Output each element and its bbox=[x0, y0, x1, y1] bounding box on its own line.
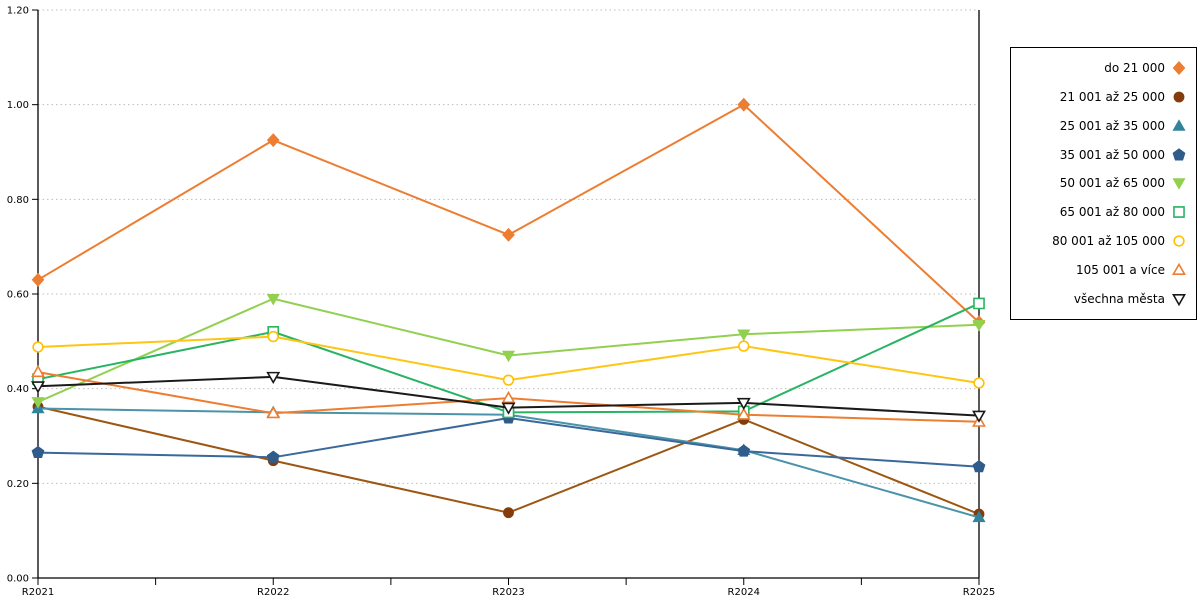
data-point-marker bbox=[1172, 118, 1186, 131]
data-point-marker bbox=[1172, 294, 1186, 307]
data-point-marker bbox=[266, 406, 281, 419]
legend-marker-icon bbox=[1172, 147, 1186, 161]
data-point-marker bbox=[1173, 206, 1185, 219]
legend-item: všechna města bbox=[1017, 286, 1188, 312]
legend-marker-icon bbox=[1173, 206, 1185, 219]
data-point-marker bbox=[1173, 235, 1185, 247]
legend-marker-icon bbox=[1172, 178, 1186, 191]
legend-item: 105 001 a více bbox=[1017, 257, 1188, 283]
data-point-marker bbox=[972, 510, 986, 523]
data-point-marker bbox=[1172, 60, 1186, 75]
x-tick-label: R2021 bbox=[22, 587, 54, 598]
y-tick-label: 1.00 bbox=[7, 100, 29, 111]
data-point-marker bbox=[31, 364, 45, 378]
data-point-marker bbox=[266, 293, 280, 306]
data-point-marker bbox=[502, 374, 515, 386]
data-point-marker bbox=[737, 444, 751, 457]
data-point-marker bbox=[736, 407, 751, 420]
data-point-marker bbox=[502, 227, 515, 242]
legend-item-label: do 21 000 bbox=[1104, 60, 1165, 75]
legend-item-label: 21 001 až 25 000 bbox=[1059, 89, 1165, 104]
data-point-marker bbox=[1173, 91, 1185, 103]
data-point-marker bbox=[737, 97, 751, 112]
data-point-marker bbox=[973, 377, 985, 389]
legend-item-label: 65 001 až 80 000 bbox=[1059, 205, 1165, 220]
legend-item: 21 001 až 25 000 bbox=[1017, 84, 1188, 110]
y-tick-label: 0.80 bbox=[7, 195, 29, 206]
data-point-marker bbox=[738, 340, 750, 352]
legend-item-label: 80 001 až 105 000 bbox=[1052, 234, 1165, 249]
legend-item: do 21 000 bbox=[1017, 55, 1188, 81]
y-tick-label: 0.20 bbox=[7, 479, 29, 490]
data-point-marker bbox=[501, 350, 516, 363]
data-point-marker bbox=[1172, 178, 1186, 191]
data-point-marker bbox=[503, 507, 514, 519]
legend-item-label: 105 001 a více bbox=[1075, 263, 1165, 278]
series-line-3 bbox=[37, 417, 980, 468]
legend-marker-icon bbox=[1172, 118, 1186, 131]
legend-item: 25 001 až 35 000 bbox=[1017, 113, 1188, 139]
data-point-marker bbox=[31, 445, 45, 459]
legend-item-label: 50 001 až 65 000 bbox=[1059, 176, 1165, 191]
data-point-marker bbox=[972, 460, 986, 473]
x-tick-label: R2024 bbox=[728, 587, 760, 598]
legend-item: 35 001 až 50 000 bbox=[1017, 142, 1188, 168]
data-point-marker bbox=[973, 297, 985, 310]
data-point-marker bbox=[501, 390, 516, 404]
legend-item-label: 35 001 až 50 000 bbox=[1059, 147, 1165, 162]
data-point-marker bbox=[31, 397, 45, 409]
y-tick-label: 0.60 bbox=[7, 290, 29, 301]
data-point-marker bbox=[737, 329, 751, 341]
legend-marker-icon bbox=[1173, 91, 1185, 103]
data-point-marker bbox=[32, 341, 44, 353]
legend-marker-icon bbox=[1173, 235, 1185, 247]
data-point-marker bbox=[1172, 262, 1186, 276]
data-point-marker bbox=[31, 272, 45, 287]
data-point-marker bbox=[1172, 147, 1186, 161]
legend-item: 50 001 až 65 000 bbox=[1017, 170, 1188, 196]
y-tick-label: 1.20 bbox=[7, 6, 29, 17]
series-line-2 bbox=[37, 407, 980, 519]
data-point-marker bbox=[736, 397, 751, 411]
data-point-marker bbox=[266, 371, 281, 385]
legend-item: 65 001 až 80 000 bbox=[1017, 199, 1188, 225]
data-point-marker bbox=[31, 381, 45, 394]
data-point-marker bbox=[267, 330, 279, 343]
chart-legend: do 21 000 21 001 až 25 000 25 001 až 35 00… bbox=[1010, 47, 1197, 320]
x-tick-label: R2023 bbox=[492, 587, 524, 598]
series-line-0 bbox=[37, 103, 980, 324]
legend-marker-icon bbox=[1172, 262, 1186, 276]
y-tick-label: 0.40 bbox=[7, 384, 29, 395]
data-point-marker bbox=[972, 320, 986, 332]
data-point-marker bbox=[972, 410, 986, 423]
legend-marker-icon bbox=[1172, 60, 1186, 75]
x-tick-label: R2025 bbox=[963, 587, 995, 598]
y-tick-label: 0.00 bbox=[7, 574, 29, 585]
legend-item-label: 25 001 až 35 000 bbox=[1059, 118, 1165, 133]
data-point-marker bbox=[266, 133, 280, 148]
data-point-marker bbox=[501, 402, 516, 415]
legend-item-label: všechna města bbox=[1073, 292, 1165, 307]
legend-item: 80 001 až 105 000 bbox=[1017, 228, 1188, 254]
data-point-marker bbox=[266, 450, 280, 463]
legend-marker-icon bbox=[1172, 294, 1186, 307]
x-tick-label: R2022 bbox=[257, 587, 289, 598]
